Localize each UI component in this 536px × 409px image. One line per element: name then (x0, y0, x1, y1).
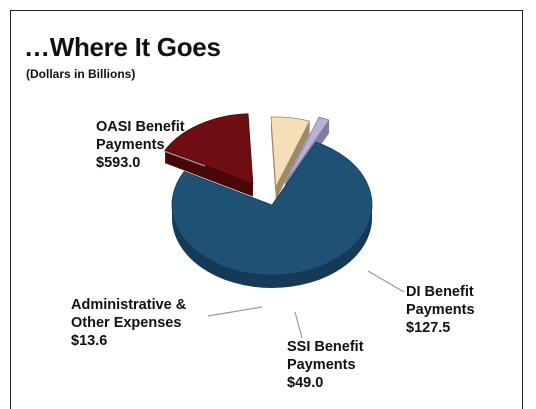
label-oasi-line1: OASI Benefit (96, 119, 185, 135)
label-oasi-line2: Payments (96, 137, 165, 153)
slice-ssi-cut-face-2 (275, 121, 310, 200)
label-admin-line1: Administrative & (71, 297, 187, 313)
label-oasi: OASI Benefit Payments $593.0 (96, 118, 185, 172)
slice-oasi (171, 141, 373, 276)
label-ssi-line2: Payments (287, 357, 356, 373)
leader-line-di (367, 270, 405, 293)
chart-subtitle: (Dollars in Billions) (26, 67, 136, 81)
label-oasi-value: $593.0 (96, 155, 141, 171)
slice-di (164, 113, 254, 185)
slice-di-cut-face-1 (165, 150, 253, 197)
leader-line-admin (207, 306, 263, 317)
label-ssi: SSI Benefit Payments $49.0 (287, 338, 364, 392)
slice-ssi (270, 116, 311, 189)
slice-oasi-outer-wall (172, 205, 372, 288)
slice-admin (284, 116, 330, 184)
label-admin-value: $13.6 (71, 333, 108, 349)
label-admin-line2: Other Expenses (71, 315, 182, 331)
label-admin: Administrative & Other Expenses $13.6 (71, 296, 186, 350)
leader-line-oasi (163, 150, 206, 167)
label-di-line1: DI Benefit (406, 284, 474, 300)
label-di-value: $127.5 (406, 320, 451, 336)
label-di-line2: Payments (406, 302, 475, 318)
chart-title: …Where It Goes (24, 32, 221, 62)
leader-line-ssi (294, 311, 303, 339)
label-di: DI Benefit Payments $127.5 (406, 283, 475, 337)
label-ssi-line1: SSI Benefit (287, 339, 364, 355)
label-ssi-value: $49.0 (287, 375, 324, 391)
